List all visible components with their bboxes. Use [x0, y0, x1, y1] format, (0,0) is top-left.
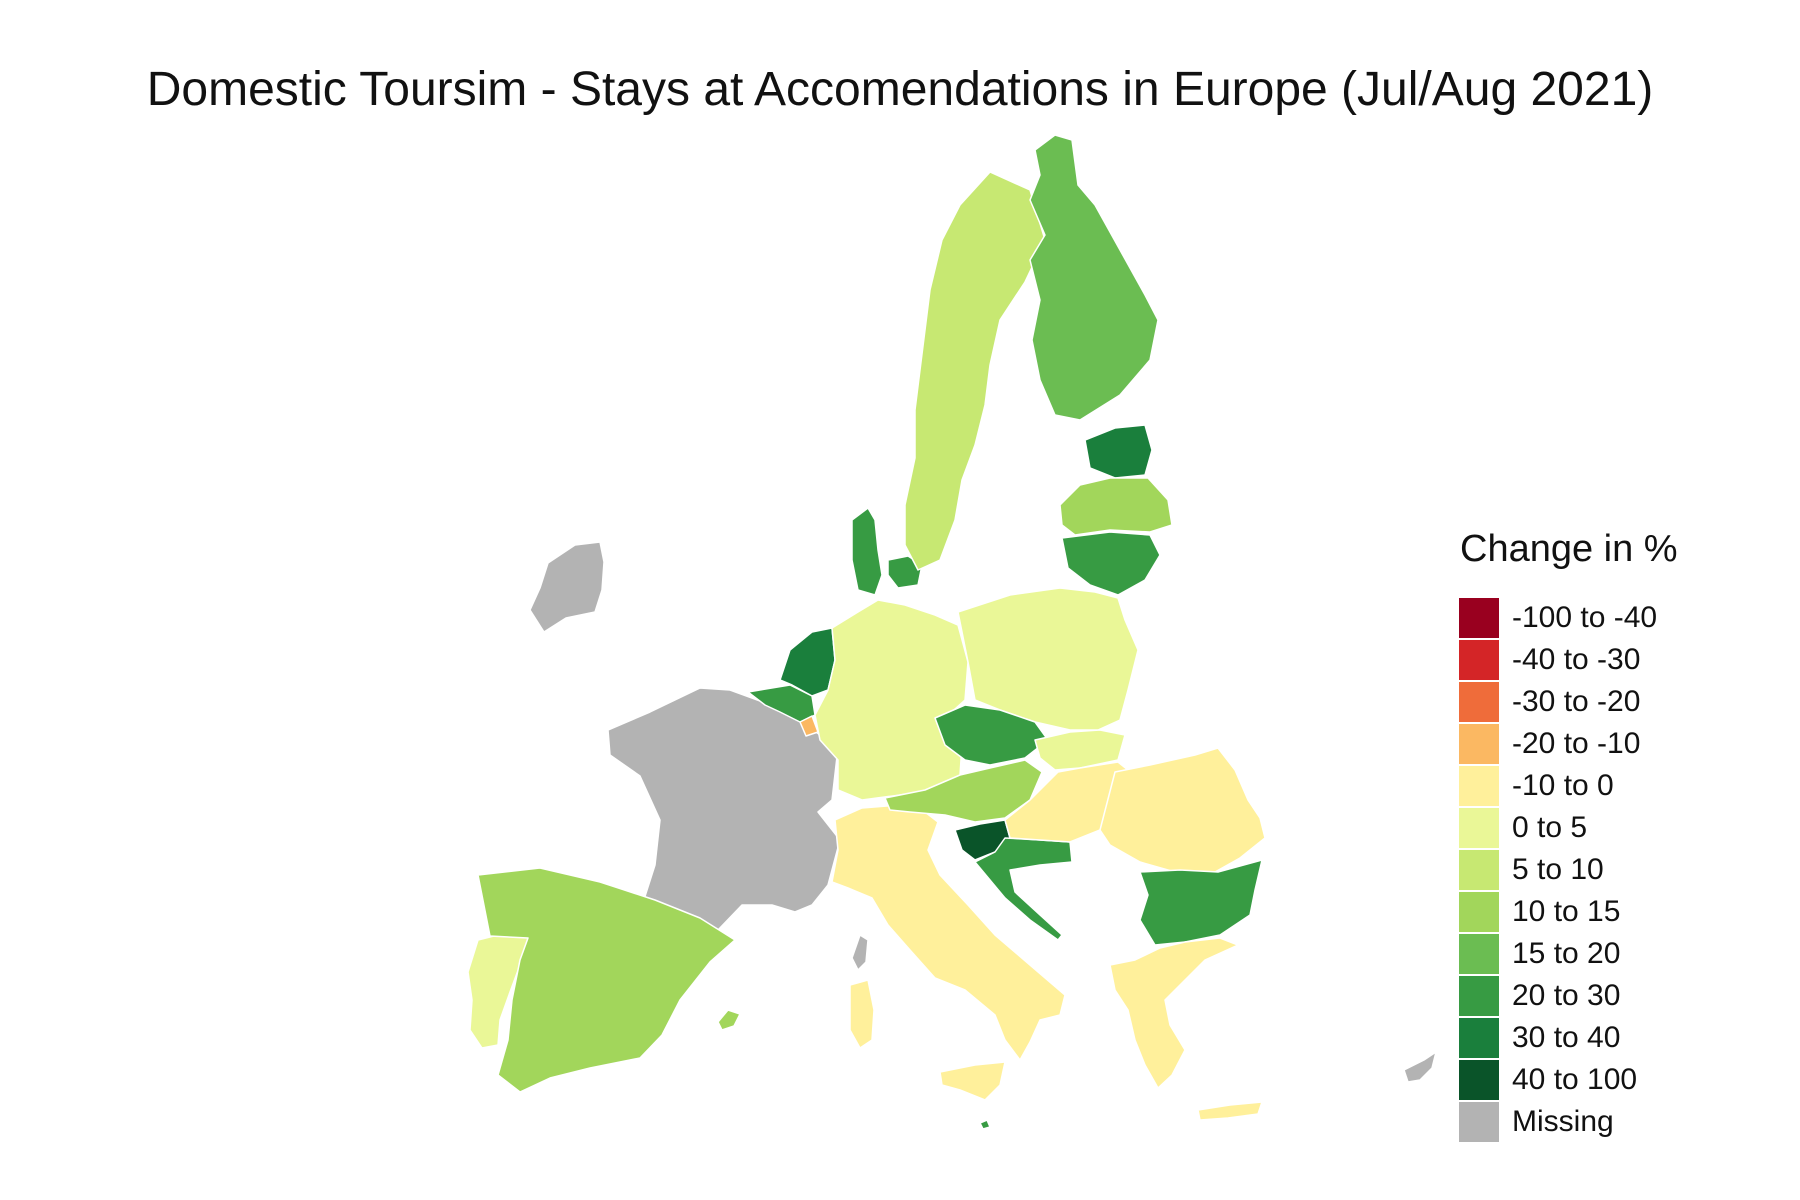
country-bulgaria[interactable] — [1139, 859, 1263, 946]
country-spain[interactable] — [477, 867, 736, 1093]
legend-label: 10 to 15 — [1512, 895, 1621, 928]
legend-item: 15 to 20 — [1458, 933, 1678, 975]
country-romania[interactable] — [1099, 747, 1266, 873]
legend-swatch — [1458, 1059, 1500, 1101]
country-sardinia[interactable] — [849, 979, 875, 1049]
legend-item: -30 to -20 — [1458, 681, 1678, 723]
legend-label: -10 to 0 — [1512, 769, 1614, 802]
map-legend: Change in % -100 to -40 -40 to -30 -30 to … — [1458, 528, 1678, 1143]
legend-swatch — [1458, 891, 1500, 933]
legend-swatch — [1458, 639, 1500, 681]
country-sweden[interactable] — [904, 171, 1046, 571]
legend-item: -10 to 0 — [1458, 765, 1678, 807]
legend-item: 0 to 5 — [1458, 807, 1678, 849]
legend-swatch — [1458, 1017, 1500, 1059]
legend-swatch — [1458, 765, 1500, 807]
legend-swatch — [1458, 849, 1500, 891]
legend-swatch — [1458, 597, 1500, 639]
country-germany[interactable] — [814, 599, 969, 801]
country-corsica[interactable] — [851, 934, 869, 971]
country-slovakia[interactable] — [1034, 729, 1126, 771]
legend-label: 5 to 10 — [1512, 853, 1604, 886]
country-sicily[interactable] — [939, 1061, 1006, 1101]
country-denmark-zealand[interactable] — [887, 555, 923, 589]
legend-label: Missing — [1512, 1105, 1614, 1138]
country-balearic-islands[interactable] — [717, 1009, 741, 1031]
legend-label: -20 to -10 — [1512, 727, 1641, 760]
legend-label: 30 to 40 — [1512, 1021, 1621, 1054]
country-croatia[interactable] — [974, 837, 1073, 941]
legend-label: -100 to -40 — [1512, 601, 1658, 634]
legend-swatch — [1458, 933, 1500, 975]
country-poland[interactable] — [957, 587, 1139, 731]
legend-swatch — [1458, 1101, 1500, 1143]
legend-item: -40 to -30 — [1458, 639, 1678, 681]
map-title: Domestic Toursim - Stays at Accomendatio… — [146, 63, 1654, 116]
legend-item: 20 to 30 — [1458, 975, 1678, 1017]
country-malta[interactable] — [979, 1119, 991, 1130]
legend-label: 40 to 100 — [1512, 1063, 1638, 1096]
legend-swatch — [1458, 807, 1500, 849]
legend-label: 20 to 30 — [1512, 979, 1621, 1012]
country-estonia[interactable] — [1084, 424, 1153, 479]
legend-label: 15 to 20 — [1512, 937, 1621, 970]
country-cyprus[interactable] — [1403, 1051, 1437, 1083]
country-denmark-jutland[interactable] — [851, 507, 883, 596]
country-czechia[interactable] — [934, 704, 1049, 766]
legend-item: -20 to -10 — [1458, 723, 1678, 765]
legend-swatch — [1458, 723, 1500, 765]
legend-swatch — [1458, 975, 1500, 1017]
country-finland[interactable] — [1029, 134, 1159, 421]
legend-item: -100 to -40 — [1458, 597, 1678, 639]
legend-item: 40 to 100 — [1458, 1059, 1678, 1101]
legend-swatch — [1458, 681, 1500, 723]
legend-item: 30 to 40 — [1458, 1017, 1678, 1059]
legend-label: 0 to 5 — [1512, 811, 1588, 844]
country-greece[interactable] — [1109, 937, 1239, 1089]
legend-item: Missing — [1458, 1101, 1678, 1143]
country-italy[interactable] — [831, 804, 1066, 1061]
legend-label: -30 to -20 — [1512, 685, 1641, 718]
legend-title: Change in % — [1460, 528, 1678, 570]
country-lithuania[interactable] — [1061, 531, 1161, 596]
country-ireland[interactable] — [529, 541, 605, 633]
legend-items: -100 to -40 -40 to -30 -30 to -20 -20 to -1… — [1458, 597, 1678, 1143]
legend-item: 10 to 15 — [1458, 891, 1678, 933]
country-latvia[interactable] — [1059, 477, 1173, 536]
legend-item: 5 to 10 — [1458, 849, 1678, 891]
legend-label: -40 to -30 — [1512, 643, 1641, 676]
country-crete[interactable] — [1197, 1101, 1263, 1121]
